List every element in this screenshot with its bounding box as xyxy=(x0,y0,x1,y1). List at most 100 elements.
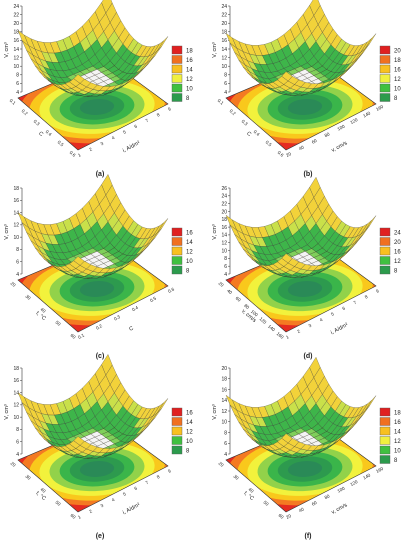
z-tick-label: 16 xyxy=(13,198,19,204)
legend-swatch xyxy=(379,45,391,55)
x-tick-label: 5 xyxy=(330,311,335,317)
surface-cell xyxy=(157,218,169,233)
y-tick-label: 60 xyxy=(278,513,285,520)
legend-swatch xyxy=(379,246,391,256)
legend-label: 16 xyxy=(186,58,193,64)
x-axis-label: v, cm/s xyxy=(331,502,349,515)
z-tick-label: 12 xyxy=(13,55,19,61)
x-tick-label: 4 xyxy=(319,317,324,323)
legend-label: 14 xyxy=(186,420,193,426)
y-tick-label: 0.2 xyxy=(21,108,29,116)
legend-swatch xyxy=(171,83,183,93)
z-tick-label: 22 xyxy=(221,201,227,207)
z-tick-label: 14 xyxy=(13,47,19,53)
legend-label: 14 xyxy=(186,240,193,246)
y-tick-label: 0.2 xyxy=(229,108,237,116)
x-tick-label: 160 xyxy=(375,104,384,112)
z-tick-label: 6 xyxy=(16,440,19,446)
legend: 24 20 16 12 8 xyxy=(379,227,401,275)
x-tick-label: 3 xyxy=(100,141,105,147)
y-tick-label: 0.4 xyxy=(45,129,53,137)
x-tick-label: 0.3 xyxy=(113,314,121,322)
y-tick-label: 40 xyxy=(40,307,47,314)
legend-label: 8 xyxy=(394,96,398,102)
response-surface xyxy=(225,176,377,278)
z-tick-label: 4 xyxy=(16,452,19,458)
x-tick-label: 40 xyxy=(298,144,305,151)
y-tick-label: 50 xyxy=(55,320,62,327)
x-tick-label: 7 xyxy=(145,480,150,486)
z-tick-label: 10 xyxy=(221,64,227,70)
chart-panel-c: 4 6 8 10 12 14 16 18 V, cm³ 0.1 0.2 0.3 0.4 0.5 0.6 20 3… xyxy=(4,174,193,360)
legend-swatch xyxy=(171,74,183,83)
legend-swatch xyxy=(171,227,183,237)
z-tick-label: 24 xyxy=(13,4,19,10)
z-tick-label: 26 xyxy=(221,186,227,192)
legend-swatch xyxy=(379,407,391,417)
y-axis-label: t, °C xyxy=(35,310,47,322)
legend: 16 14 12 10 8 xyxy=(171,227,193,275)
y-tick-label: 40 xyxy=(248,487,255,494)
x-tick-label: 5 xyxy=(122,129,127,135)
z-tick-label: 4 xyxy=(224,272,227,278)
response-surface xyxy=(17,354,169,459)
z-tick-label: 12 xyxy=(221,241,227,247)
x-tick-label: 0.6 xyxy=(167,286,175,294)
y-tick-label: 20 xyxy=(218,461,225,468)
z-tick-label: 10 xyxy=(13,235,19,241)
z-axis-label: V, cm³ xyxy=(4,42,10,58)
z-tick-label: 8 xyxy=(224,430,227,436)
legend-swatch xyxy=(379,436,391,445)
response-surface xyxy=(17,174,169,279)
z-tick-label: 12 xyxy=(13,403,19,409)
legend-label: 8 xyxy=(394,458,398,464)
x-tick-label: 8 xyxy=(156,474,161,480)
legend-label: 12 xyxy=(186,77,193,83)
z-axis-label: V, cm³ xyxy=(212,42,218,58)
legend-label: 12 xyxy=(186,430,193,436)
x-tick-label: 3 xyxy=(308,323,313,329)
x-tick-label: 9 xyxy=(167,468,172,474)
y-tick-label: 0.6 xyxy=(277,150,285,158)
x-tick-label: 0.2 xyxy=(95,323,103,331)
legend-label: 10 xyxy=(186,87,193,93)
panel-label: (a) xyxy=(96,171,105,178)
legend-label: 8 xyxy=(186,449,190,455)
legend-swatch xyxy=(171,417,183,426)
z-tick-label: 14 xyxy=(221,233,227,239)
x-tick-label: 60 xyxy=(311,138,318,145)
x-tick-label: 1 xyxy=(77,514,82,520)
y-tick-label: 40 xyxy=(40,487,47,494)
z-tick-label: 6 xyxy=(16,81,19,87)
z-tick-label: 12 xyxy=(13,223,19,229)
legend-swatch xyxy=(171,64,183,74)
y-tick-label: 0.3 xyxy=(241,119,249,127)
z-tick-label: 10 xyxy=(13,415,19,421)
contour-band xyxy=(79,99,115,115)
y-tick-label: 0.5 xyxy=(57,140,65,148)
surface-cell xyxy=(157,398,169,413)
z-tick-label: 10 xyxy=(221,420,227,426)
z-tick-label: 22 xyxy=(221,12,227,18)
y-tick-label: 140 xyxy=(267,324,276,333)
contour-band xyxy=(287,99,323,115)
z-tick-label: 16 xyxy=(13,38,19,44)
y-tick-label: 60 xyxy=(235,296,242,303)
x-tick-label: 9 xyxy=(167,106,172,112)
x-tick-label: 120 xyxy=(349,117,358,125)
legend-label: 8 xyxy=(186,96,190,102)
x-tick-label: 1 xyxy=(285,334,290,340)
z-tick-label: 12 xyxy=(221,55,227,61)
z-tick-label: 8 xyxy=(16,427,19,433)
x-tick-label: 8 xyxy=(364,294,369,300)
panel-label: (d) xyxy=(304,353,313,360)
x-tick-label: 2 xyxy=(88,508,93,514)
x-tick-label: 6 xyxy=(133,123,138,129)
y-axis-label: C xyxy=(37,131,44,138)
y-axis-label: t, °C xyxy=(243,490,255,502)
legend: 18 16 14 12 10 8 xyxy=(379,407,401,464)
legend-swatch xyxy=(171,55,183,64)
legend-label: 14 xyxy=(186,68,193,74)
x-tick-label: 7 xyxy=(145,118,150,124)
